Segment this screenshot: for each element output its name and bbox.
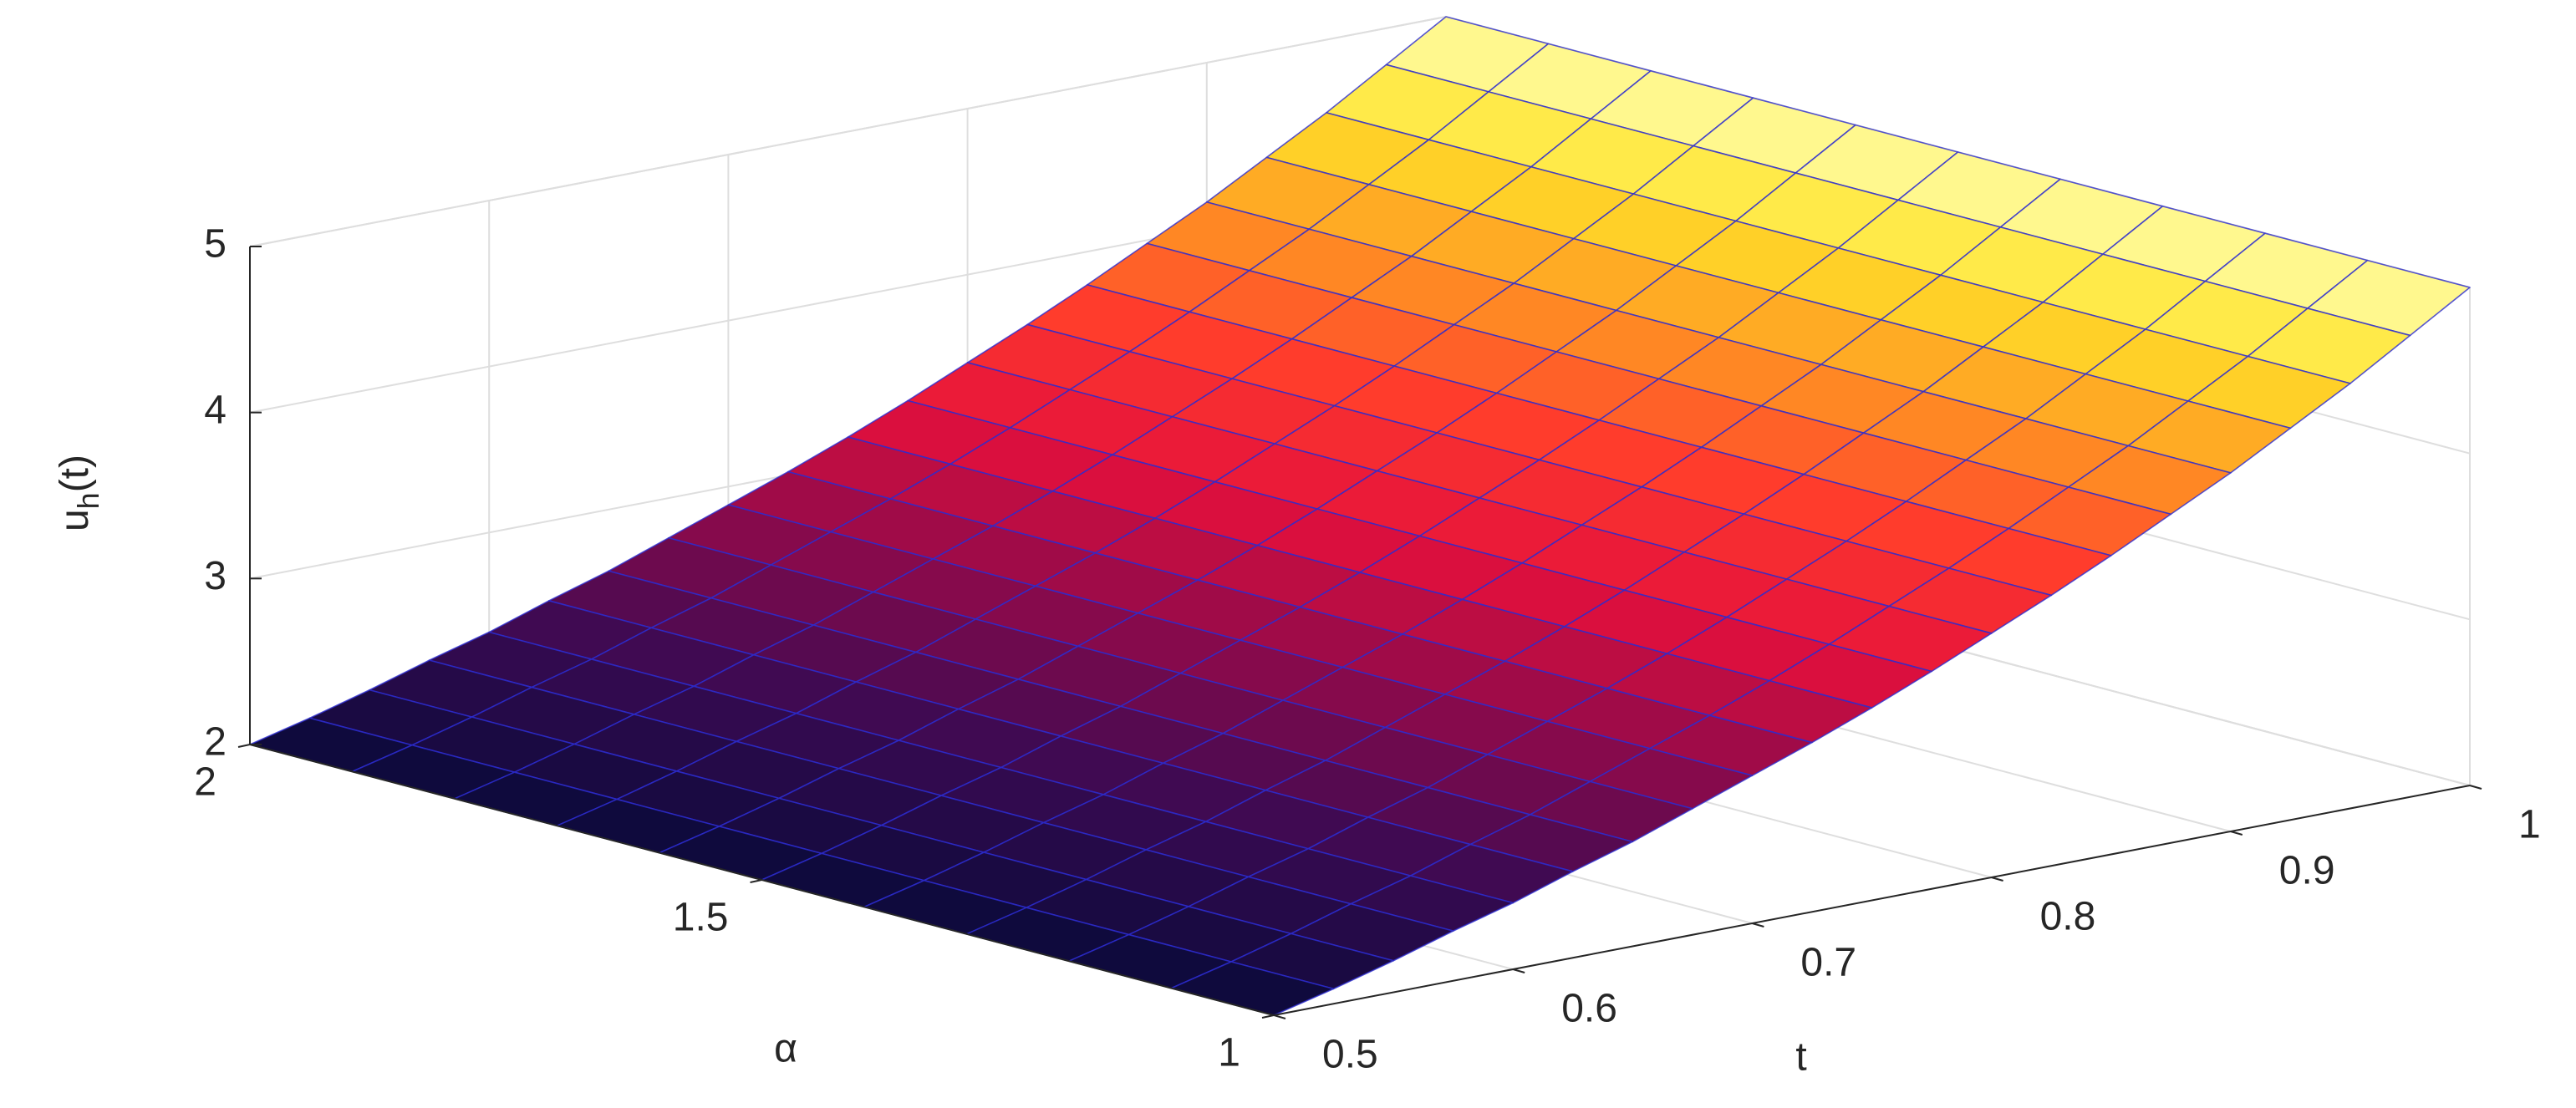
z-tick-label: 3 — [204, 554, 227, 598]
y-tick-label: 1 — [1218, 1031, 1240, 1075]
y-axis-line — [249, 744, 1275, 1016]
x-tick — [1991, 877, 2003, 882]
x-tick-label: 0.6 — [1561, 987, 1617, 1031]
x-axis-label: t — [1795, 1035, 1806, 1080]
x-tick-label: 0.5 — [1322, 1033, 1378, 1077]
z-tick-label: 5 — [204, 222, 227, 267]
z-label-rest: (t) — [53, 455, 97, 492]
z-axis-label: uh(t) — [53, 455, 105, 531]
z-label-base: u — [53, 509, 97, 531]
y-tick — [1261, 1014, 1275, 1019]
x-tick — [1752, 922, 1764, 928]
y-tick-label: 2 — [194, 760, 216, 805]
y-tick-label: 1.5 — [673, 896, 729, 940]
surface — [249, 16, 2471, 1016]
x-tick — [1273, 1014, 1286, 1019]
x-tick-label: 0.9 — [2279, 849, 2335, 893]
x-tick — [2469, 785, 2482, 790]
axes-layer: 0.5 0.6 0.7 0.8 0.9 1 1 1.5 22 3 4 5 — [194, 222, 2540, 1077]
x-tick-label: 1 — [2518, 803, 2541, 847]
grid-line — [249, 16, 1447, 247]
z-label-sub: h — [71, 492, 105, 509]
y-axis-label: α — [774, 1027, 797, 1071]
y-tick — [237, 744, 251, 748]
x-axis-line — [1273, 785, 2471, 1016]
x-tick — [1512, 968, 1525, 973]
x-tick — [2230, 831, 2243, 836]
x-tick-label: 0.7 — [1800, 941, 1856, 985]
x-tick-label: 0.8 — [2040, 895, 2096, 939]
z-tick-label: 2 — [204, 720, 227, 765]
z-tick-label: 4 — [204, 388, 227, 432]
y-tick — [750, 879, 762, 883]
